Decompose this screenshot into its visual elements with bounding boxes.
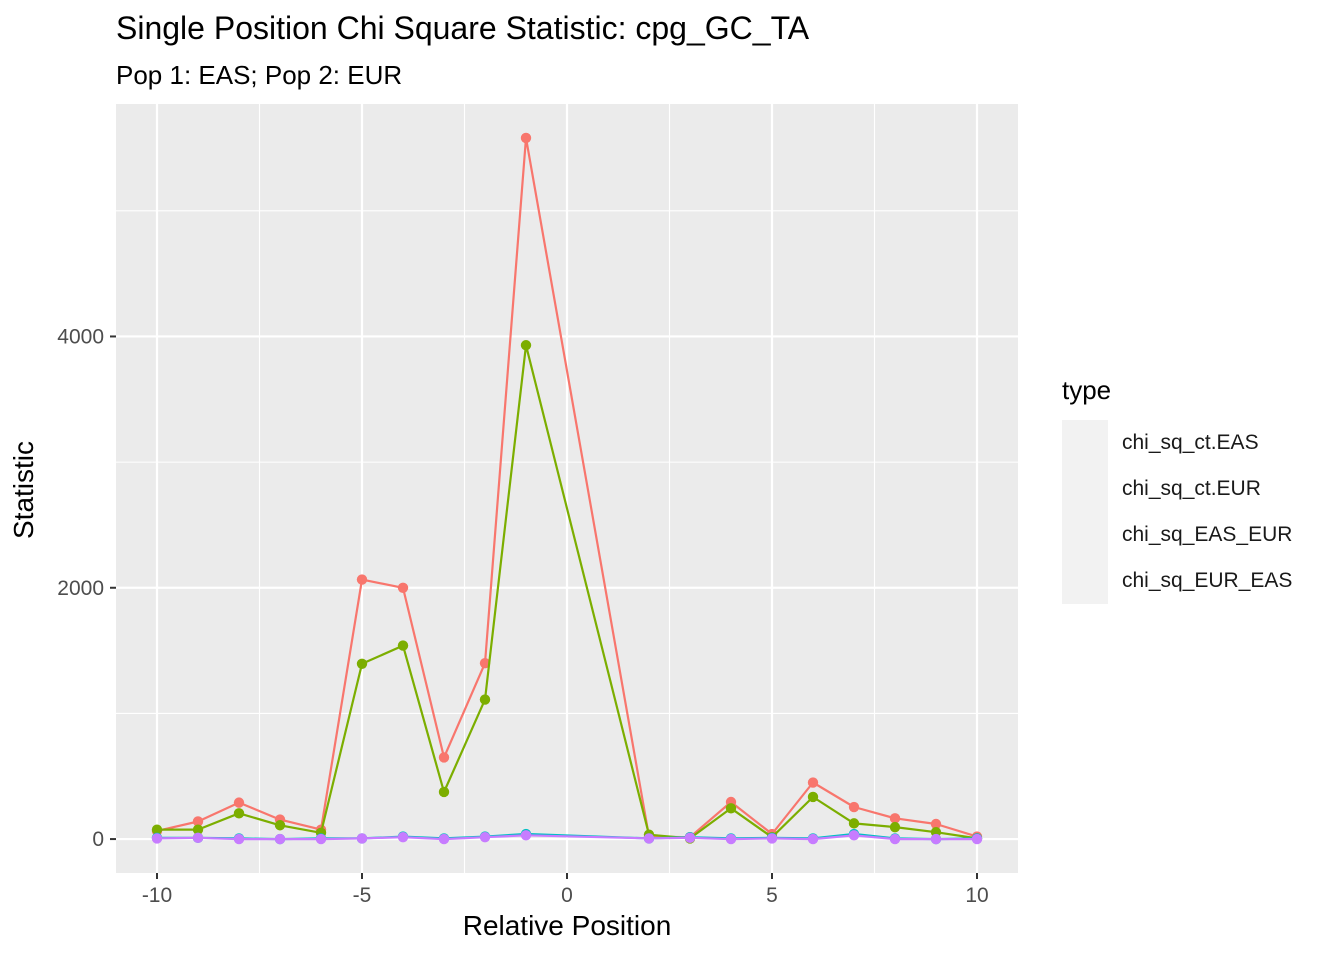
data-point-chi-sq-ct-eas (356, 574, 368, 585)
y-axis-label: Statistic (8, 440, 39, 540)
legend-label-chi-sq-eur-eas: chi_sq_EUR_EAS (1122, 569, 1293, 592)
data-point-chi-sq-ct-eas (397, 582, 409, 593)
data-point-chi-sq-eur-eas (971, 833, 983, 845)
major-gridlines (116, 104, 1018, 873)
data-point-chi-sq-ct-eur (479, 694, 491, 705)
data-point-chi-sq-eur-eas (520, 830, 532, 841)
data-point-chi-sq-ct-eas (233, 797, 245, 808)
data-point-chi-sq-ct-eas (889, 813, 901, 824)
data-point-chi-sq-ct-eas (520, 132, 532, 144)
data-point-chi-sq-eur-eas (315, 833, 327, 845)
data-point-chi-sq-eur-eas (889, 833, 901, 845)
data-point-chi-sq-ct-eur (889, 821, 901, 833)
x-tick-label: -10 (142, 884, 172, 907)
data-point-chi-sq-eur-eas (356, 833, 368, 844)
series-layer (151, 132, 983, 845)
data-point-chi-sq-ct-eas (192, 816, 204, 827)
data-point-chi-sq-ct-eur (356, 658, 368, 669)
data-point-chi-sq-ct-eas (479, 657, 491, 669)
data-point-chi-sq-ct-eur (520, 340, 532, 351)
y-tick-label: 0 (92, 828, 104, 851)
legend-label-chi-sq-ct-eas: chi_sq_ct.EAS (1122, 431, 1259, 454)
data-point-chi-sq-ct-eur (848, 818, 860, 829)
legend-title: type (1062, 375, 1112, 405)
data-point-chi-sq-eur-eas (930, 833, 942, 845)
y-tick-label: 4000 (57, 325, 104, 348)
data-point-chi-sq-ct-eur (725, 803, 737, 814)
data-point-chi-sq-eur-eas (397, 831, 409, 843)
x-tick-label: 5 (766, 884, 778, 907)
data-point-chi-sq-eur-eas (438, 833, 450, 845)
data-point-chi-sq-eur-eas (233, 833, 245, 845)
data-point-chi-sq-ct-eur (151, 824, 163, 835)
data-point-chi-sq-eur-eas (684, 832, 696, 844)
chart-subtitle: Pop 1: EAS; Pop 2: EUR (116, 60, 403, 90)
legend-key-background (1062, 420, 1108, 604)
axes: -10 -5 0 5 10 0 2000 4000 (57, 325, 988, 907)
data-point-chi-sq-ct-eas (930, 818, 942, 830)
data-point-chi-sq-eur-eas (192, 832, 204, 844)
x-tick-label: -5 (353, 884, 372, 907)
data-point-chi-sq-ct-eur (274, 820, 286, 831)
data-point-chi-sq-eur-eas (479, 831, 491, 843)
data-point-chi-sq-ct-eur (397, 640, 409, 651)
data-point-chi-sq-ct-eur (438, 786, 450, 798)
y-tick-label: 2000 (57, 577, 104, 600)
data-point-chi-sq-eur-eas (766, 833, 778, 844)
data-point-chi-sq-ct-eas (438, 752, 450, 763)
data-point-chi-sq-eur-eas (725, 833, 737, 845)
data-point-chi-sq-ct-eas (807, 777, 819, 788)
legend-label-chi-sq-eas-eur: chi_sq_EAS_EUR (1122, 523, 1293, 546)
data-point-chi-sq-eur-eas (274, 833, 286, 845)
x-tick-label: 0 (561, 884, 573, 907)
data-point-chi-sq-eur-eas (848, 830, 860, 841)
data-point-chi-sq-eur-eas (151, 833, 163, 844)
x-tick-label: 10 (965, 884, 988, 907)
data-point-chi-sq-ct-eur (807, 791, 819, 803)
data-point-chi-sq-ct-eur (192, 824, 204, 835)
x-axis-label: Relative Position (462, 910, 672, 941)
data-point-chi-sq-eur-eas (643, 833, 655, 844)
chart-title: Single Position Chi Square Statistic: cp… (116, 10, 810, 46)
data-point-chi-sq-ct-eur (233, 808, 245, 819)
data-point-chi-sq-eur-eas (807, 833, 819, 845)
legend-label-chi-sq-ct-eur: chi_sq_ct.EUR (1122, 477, 1261, 500)
data-point-chi-sq-ct-eas (848, 801, 860, 813)
